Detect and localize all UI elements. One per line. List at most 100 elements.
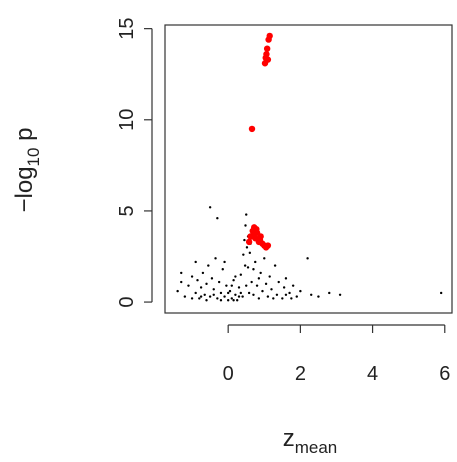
point bbox=[212, 293, 215, 296]
x-tick-label: 6 bbox=[439, 363, 450, 385]
point bbox=[261, 289, 264, 293]
x-axis-label: zmean bbox=[283, 425, 338, 457]
point bbox=[180, 271, 183, 275]
point bbox=[264, 282, 268, 286]
point bbox=[243, 264, 247, 267]
point bbox=[245, 246, 249, 249]
point bbox=[255, 284, 259, 287]
point bbox=[263, 45, 271, 52]
point bbox=[266, 295, 270, 298]
point bbox=[230, 284, 233, 287]
point bbox=[203, 293, 206, 296]
point bbox=[268, 275, 271, 278]
point bbox=[299, 289, 302, 293]
point bbox=[257, 297, 261, 300]
point bbox=[201, 271, 205, 275]
plot-box bbox=[164, 24, 453, 314]
point bbox=[198, 297, 201, 300]
point bbox=[232, 278, 235, 282]
point bbox=[237, 286, 241, 289]
point bbox=[187, 284, 190, 287]
point bbox=[310, 293, 313, 296]
point bbox=[282, 286, 286, 289]
point bbox=[205, 282, 208, 286]
point bbox=[190, 275, 194, 278]
point bbox=[230, 297, 233, 300]
point bbox=[237, 295, 241, 298]
point bbox=[216, 297, 219, 300]
point bbox=[306, 257, 309, 260]
point bbox=[317, 295, 320, 298]
point bbox=[257, 277, 261, 280]
point bbox=[250, 231, 257, 238]
point bbox=[176, 289, 179, 293]
point bbox=[256, 236, 264, 244]
point bbox=[210, 277, 214, 280]
point bbox=[219, 291, 223, 295]
point bbox=[246, 266, 250, 269]
point bbox=[242, 253, 245, 256]
point bbox=[263, 50, 270, 58]
point bbox=[219, 299, 223, 302]
point bbox=[245, 213, 248, 216]
point bbox=[295, 295, 298, 298]
point bbox=[328, 291, 331, 295]
point bbox=[180, 280, 183, 284]
point bbox=[234, 275, 237, 278]
x-tick-label: 4 bbox=[367, 363, 378, 385]
y-tick-label: 15 bbox=[116, 18, 138, 40]
point bbox=[194, 291, 197, 295]
point bbox=[190, 297, 194, 300]
point bbox=[239, 273, 243, 276]
point bbox=[245, 284, 248, 287]
point bbox=[217, 280, 221, 284]
point bbox=[236, 299, 239, 302]
point bbox=[266, 32, 273, 40]
x-label-text: z bbox=[283, 425, 295, 452]
point bbox=[214, 257, 217, 260]
point bbox=[291, 284, 295, 287]
point bbox=[272, 297, 275, 300]
x-tick-label: 0 bbox=[223, 363, 234, 385]
point bbox=[284, 293, 288, 296]
point bbox=[439, 291, 443, 295]
point bbox=[263, 257, 266, 260]
x-tick-label: 2 bbox=[295, 363, 306, 385]
y-tick-label: 10 bbox=[116, 109, 138, 131]
point bbox=[183, 295, 187, 298]
point bbox=[205, 299, 208, 302]
point bbox=[250, 280, 253, 284]
point bbox=[226, 291, 230, 295]
point bbox=[216, 217, 219, 220]
point bbox=[264, 56, 272, 63]
point bbox=[208, 206, 212, 209]
point bbox=[275, 293, 279, 296]
point bbox=[223, 295, 226, 298]
point bbox=[239, 291, 243, 295]
point bbox=[248, 251, 252, 255]
point bbox=[264, 242, 272, 249]
point bbox=[221, 268, 224, 271]
y-tick-label: 0 bbox=[116, 297, 138, 308]
y-label-text: −log bbox=[11, 166, 38, 212]
point bbox=[208, 295, 212, 298]
point bbox=[247, 291, 251, 295]
point bbox=[245, 238, 253, 246]
point bbox=[241, 295, 244, 298]
point bbox=[225, 284, 228, 287]
point bbox=[243, 238, 246, 242]
point bbox=[252, 268, 255, 271]
point bbox=[277, 280, 280, 284]
y-label-after: p bbox=[11, 128, 38, 148]
point bbox=[199, 286, 203, 289]
point bbox=[244, 224, 247, 227]
point bbox=[223, 260, 226, 264]
point bbox=[290, 297, 293, 300]
point bbox=[253, 225, 260, 233]
point bbox=[338, 293, 342, 296]
point bbox=[196, 278, 199, 282]
point bbox=[212, 288, 215, 291]
point bbox=[234, 293, 237, 296]
